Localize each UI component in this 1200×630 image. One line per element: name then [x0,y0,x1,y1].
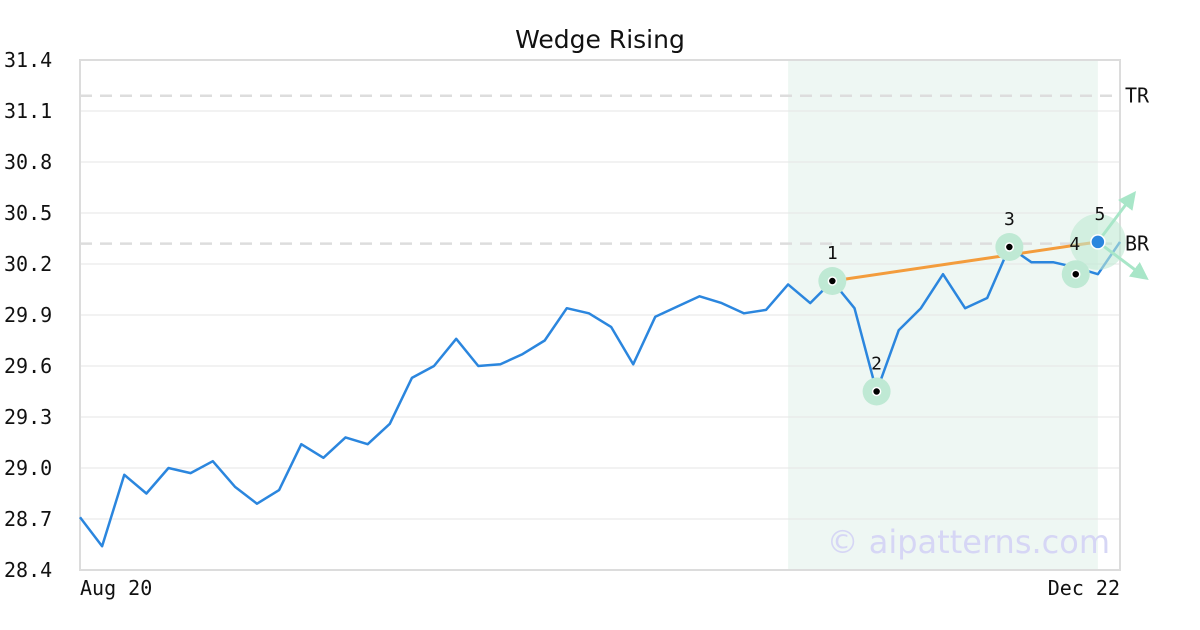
y-axis-ticks: 28.4 28.7 29.0 29.3 29.6 29.9 30.2 30.5 30.8 31.1… [4,48,52,582]
pattern-point-label: 5 [1094,204,1105,225]
pattern-point-label: 2 [871,354,882,375]
level-label: BR [1125,232,1150,256]
pattern-point-last [1090,234,1106,250]
level-label: TR [1125,84,1150,108]
y-tick-label: 29.9 [4,303,52,327]
y-tick-label: 30.8 [4,150,52,174]
y-tick-label: 30.5 [4,201,52,225]
price-line [79,241,1122,548]
level-lines: TR BR [80,84,1150,256]
pattern-point [827,276,838,286]
y-tick-label: 28.4 [4,558,52,582]
y-tick-label: 30.2 [4,252,52,276]
up-arrow [1096,191,1137,243]
x-tick-label: Aug 20 [80,576,152,600]
pattern-point [871,386,882,397]
pattern-points: 1 2 3 45 [818,204,1106,406]
pattern-point [1004,242,1015,252]
pattern-trend-line [832,240,1099,283]
y-tick-label: 29.6 [4,354,52,378]
pattern-point-label: 3 [1004,209,1015,230]
chart-title: Wedge Rising [515,25,685,54]
pattern-point [1070,269,1081,279]
y-tick-label: 28.7 [4,507,52,531]
y-tick-label: 29.0 [4,456,52,480]
watermark: © aipatterns.com [827,523,1110,561]
down-arrow [1096,240,1149,281]
pattern-point-label: 4 [1069,234,1080,255]
pattern-point-label: 1 [827,243,838,264]
x-axis-ticks: Aug 20 Dec 22 [80,576,1120,600]
plot-frame [79,59,1121,571]
y-tick-label: 31.4 [4,48,52,72]
x-tick-label: Dec 22 [1048,576,1120,600]
y-tick-label: 31.1 [4,99,52,123]
y-tick-label: 29.3 [4,405,52,429]
